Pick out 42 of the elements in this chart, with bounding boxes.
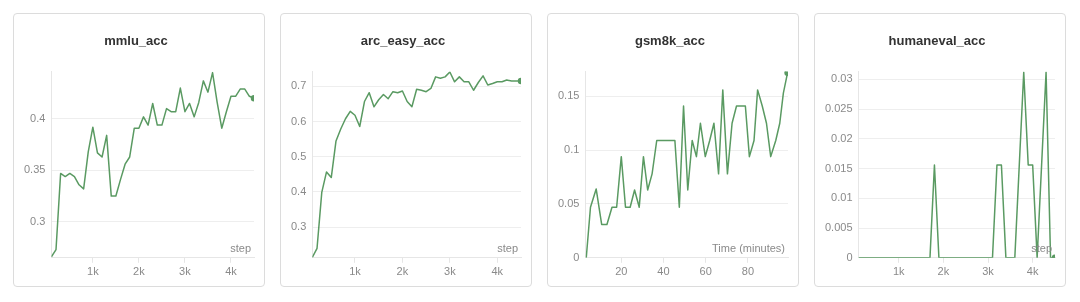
y-tick-label: 0.35 — [23, 163, 46, 176]
x-tick-label: 1k — [892, 265, 906, 278]
y-tick-label: 0.1 — [564, 143, 580, 156]
x-tick-label: 40 — [657, 265, 670, 278]
y-tick-label: 0.4 — [30, 111, 46, 124]
x-tick-label: 1k — [87, 265, 100, 278]
y-tick-label: 0.7 — [290, 79, 307, 92]
x-tick-label: 3k — [179, 265, 192, 278]
y-tick-label: 0.015 — [825, 161, 853, 174]
x-tick-label: 2k — [133, 265, 146, 278]
y-tick-label: 0 — [846, 250, 853, 263]
y-tick-label: 0.025 — [825, 102, 853, 115]
x-axis-title: step — [497, 242, 518, 255]
x-tick-label: 4k — [1026, 265, 1039, 278]
x-axis-title: step — [230, 242, 251, 255]
x-tick-label: 2k — [396, 265, 409, 278]
y-tick-label: 0.5 — [290, 149, 307, 162]
y-tick-label: 0.01 — [831, 191, 853, 204]
y-tick-label: 0.05 — [557, 197, 580, 210]
x-tick-label: 1k — [349, 265, 362, 278]
x-tick-label: 3k — [982, 265, 995, 278]
y-tick-label: 0.3 — [290, 220, 307, 233]
chart-title: gsm8k_acc — [634, 33, 706, 49]
chart-title: humaneval_acc — [888, 33, 986, 49]
x-axis-title: Time (minutes) — [712, 242, 785, 255]
x-tick-label: 4k — [491, 265, 504, 278]
x-tick-label: 20 — [615, 265, 628, 278]
y-tick-label: 0.005 — [825, 221, 853, 234]
y-tick-label: 0.3 — [30, 214, 46, 227]
x-tick-label: 3k — [444, 265, 457, 278]
x-tick-label: 60 — [699, 265, 712, 278]
y-tick-label: 0.6 — [290, 114, 307, 127]
y-tick-label: 0.15 — [557, 89, 580, 102]
y-tick-label: 0.03 — [831, 72, 853, 85]
y-tick-label: 0.02 — [831, 131, 853, 144]
y-tick-label: 0.4 — [290, 185, 307, 198]
chart-title: arc_easy_acc — [360, 33, 446, 49]
x-tick-label: 80 — [741, 265, 755, 278]
chart-title: mmlu_acc — [104, 33, 168, 49]
y-tick-label: 0 — [573, 250, 580, 263]
x-tick-label: 4k — [225, 265, 238, 278]
x-tick-label: 2k — [937, 265, 950, 278]
